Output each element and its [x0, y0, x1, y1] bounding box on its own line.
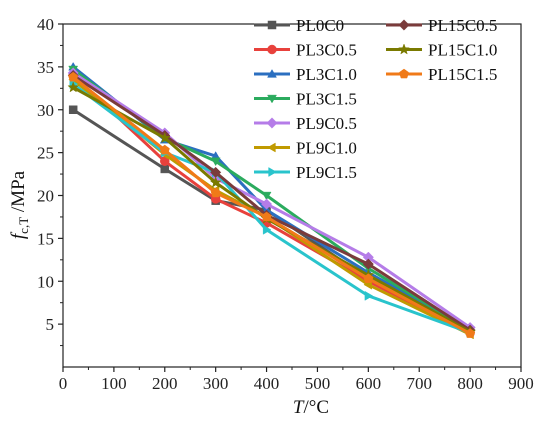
legend-label: PL15C1.0: [428, 41, 497, 60]
legend-label: PL3C0.5: [296, 41, 357, 60]
x-axis-title: T/°C: [293, 397, 329, 418]
series-line-pl15c0-5: [72, 74, 471, 332]
y-tick-label: 15: [37, 229, 54, 248]
legend-swatch-marker: [267, 44, 277, 55]
x-tick-label: 0: [59, 374, 68, 393]
legend-swatch-marker: [268, 167, 277, 177]
legend-swatch-marker: [267, 20, 277, 30]
data-point-pl15c1-5-20: [68, 71, 79, 82]
y-tick-label: 40: [37, 15, 54, 34]
x-tick-label: 500: [305, 374, 331, 393]
series-line-pl15c1-0: [72, 86, 471, 334]
x-tick-label: 600: [356, 374, 382, 393]
y-tick-label: 5: [46, 315, 55, 334]
data-point-pl0c0-200: [160, 164, 170, 174]
legend-label: PL3C1.0: [296, 65, 357, 84]
data-point-pl15c1-5-600: [363, 273, 374, 283]
y-tick-label: 20: [37, 187, 54, 206]
legend-item-pl15c1-5: PL15C1.5: [386, 65, 497, 84]
legend-item-pl9c1-5: PL9C1.5: [254, 163, 357, 182]
x-axis-title-unit: /°C: [304, 397, 330, 418]
y-tick-label: 35: [37, 58, 54, 77]
series-line-pl15c1-5: [72, 75, 471, 335]
legend-item-pl9c1-0: PL9C1.0: [254, 139, 357, 158]
x-tick-label: 100: [101, 374, 127, 393]
legend-label: PL9C1.0: [296, 139, 357, 158]
x-tick-label: 800: [457, 374, 483, 393]
legend-item-pl15c1-0: PL15C1.0: [386, 41, 497, 60]
data-point-pl3c1-5-400: [261, 191, 272, 201]
axes: 0 100 200 300 400 500 600 700 800 900 5 10 15 20 25 30 3…: [37, 15, 534, 393]
data-point-pl15c1-0-200: [158, 131, 171, 144]
data-point-pl15c1-0-20: [67, 81, 80, 93]
legend-item-pl3c1-0: PL3C1.0: [254, 65, 357, 84]
y-axis-title-unit: /MPa: [8, 170, 29, 216]
y-tick-label: 30: [37, 101, 54, 120]
legend-swatch-marker: [398, 43, 410, 55]
legend-item-pl3c0-5: PL3C0.5: [254, 41, 357, 60]
x-tick-label: 200: [152, 374, 178, 393]
y-axis-title: fc,T /MPa: [8, 170, 31, 239]
data-point-pl0c0-20: [68, 105, 78, 114]
data-point-pl9c1-5-400: [262, 224, 272, 235]
x-tick-label: 300: [203, 374, 229, 393]
plot-area: [67, 61, 477, 340]
legend-label: PL9C0.5: [296, 114, 357, 133]
legend-swatch-marker: [267, 69, 277, 78]
x-axis-title-var: T: [293, 397, 305, 418]
legend-swatch-marker: [266, 117, 278, 129]
legend-label: PL0C0: [296, 16, 344, 35]
y-axis-title-var: f: [8, 231, 29, 239]
data-point-pl15c1-5-300: [210, 187, 221, 198]
legend: PL0C0 PL3C0.5 PL3C1.0 PL3C1.5 PL9C0.5 PL9C1.0…: [254, 16, 497, 182]
data-point-pl3c1-5-300: [210, 157, 221, 167]
y-axis-title-subscript: c,T: [16, 217, 31, 234]
legend-swatch-marker: [398, 68, 410, 79]
legend-swatch-marker: [267, 94, 277, 104]
legend-swatch-marker: [267, 142, 276, 153]
data-point-pl9c1-5-600: [364, 290, 374, 301]
legend-item-pl9c0-5: PL9C0.5: [254, 114, 357, 133]
legend-label: PL15C0.5: [428, 16, 497, 35]
legend-label: PL3C1.5: [296, 90, 357, 109]
series-pl15c1-5: [68, 71, 476, 338]
legend-swatch-marker: [398, 19, 410, 31]
data-point-pl15c1-0-300: [209, 176, 222, 188]
legend-item-pl15c0-5: PL15C0.5: [386, 16, 497, 35]
legend-item-pl3c1-5: PL3C1.5: [254, 90, 357, 109]
data-point-pl15c1-5-200: [159, 144, 170, 155]
legend-item-pl0c0: PL0C0: [254, 16, 344, 35]
y-tick-label: 10: [37, 272, 54, 291]
legend-label: PL9C1.5: [296, 163, 357, 182]
data-point-pl9c0-5-400: [261, 198, 273, 210]
data-point-pl15c1-5-400: [261, 211, 272, 222]
y-tick-label: 25: [37, 144, 54, 163]
x-tick-label: 400: [254, 374, 280, 393]
legend-label: PL15C1.5: [428, 65, 497, 84]
series-line-pl9c0-5: [72, 71, 471, 329]
series-line-pl3c0-5: [72, 74, 471, 335]
x-tick-label: 900: [508, 374, 534, 393]
x-tick-label: 700: [406, 374, 432, 393]
data-point-pl15c1-5-800: [465, 328, 476, 338]
